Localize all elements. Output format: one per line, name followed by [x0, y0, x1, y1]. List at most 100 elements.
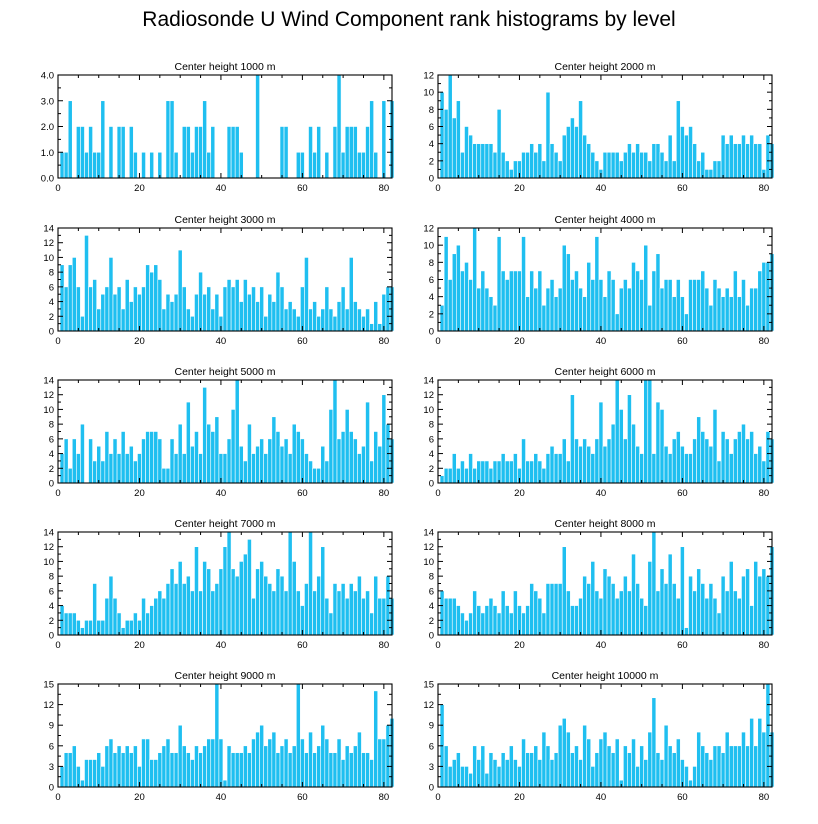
bar: [63, 151, 69, 179]
bar: [104, 431, 110, 484]
bar: [161, 597, 167, 636]
bar: [663, 583, 669, 636]
bar: [537, 270, 543, 332]
bar: [541, 160, 547, 179]
bar: [190, 590, 195, 636]
y-tick-label: 6: [429, 434, 434, 445]
panel-3000m: Center height 3000 m 0 20 40 60 80 0 2 4 6 8 10 12 14: [43, 214, 395, 347]
y-tick-label: 8: [429, 420, 434, 431]
bar: [308, 308, 313, 332]
y-tick-label: 6: [429, 741, 434, 752]
bar: [116, 453, 122, 484]
bar: [194, 293, 199, 332]
bar: [92, 759, 97, 788]
bar: [586, 445, 592, 484]
bar: [733, 438, 738, 484]
bar: [545, 91, 551, 179]
bar: [594, 752, 600, 788]
bar: [631, 553, 636, 636]
bar: [357, 151, 362, 179]
bar: [259, 438, 264, 484]
bar: [120, 627, 126, 636]
bar: [332, 315, 338, 332]
bar: [84, 619, 89, 636]
y-tick-label: 2: [429, 156, 434, 167]
bar: [488, 597, 494, 636]
y-tick-label: 8: [429, 105, 434, 116]
bar: [541, 467, 547, 484]
bar: [745, 745, 750, 788]
bar: [275, 752, 281, 788]
bar: [353, 745, 358, 788]
bar: [460, 766, 465, 788]
bar: [598, 279, 604, 332]
bar: [357, 308, 362, 332]
bar: [480, 612, 486, 636]
bar: [439, 475, 445, 484]
x-tick-label: 60: [677, 640, 688, 651]
bar: [255, 568, 260, 636]
bar: [308, 531, 313, 636]
bar: [344, 597, 350, 636]
bar: [186, 401, 191, 484]
bar: [688, 453, 693, 484]
bar: [533, 453, 539, 484]
bar: [492, 151, 498, 179]
bar: [757, 718, 763, 788]
bar: [243, 460, 248, 484]
bar: [198, 126, 203, 179]
bar: [153, 759, 159, 788]
bar: [464, 766, 469, 788]
bar: [761, 731, 767, 788]
bar: [549, 143, 555, 179]
bar: [651, 531, 657, 636]
bar: [263, 315, 269, 332]
bar: [324, 286, 330, 332]
bar: [635, 143, 640, 179]
bar: [332, 379, 338, 484]
bar: [128, 126, 134, 179]
bar: [251, 286, 256, 332]
bar: [521, 236, 526, 332]
bar: [447, 279, 453, 332]
bar: [316, 575, 322, 636]
x-tick-label: 0: [55, 336, 60, 347]
bar: [496, 109, 502, 179]
bar: [173, 583, 179, 636]
x-tick-label: 60: [677, 183, 688, 194]
bar: [247, 293, 252, 332]
bar: [553, 752, 559, 788]
bar: [468, 612, 473, 636]
y-tick-label: 4: [429, 601, 434, 612]
bar: [696, 416, 702, 484]
bar: [496, 766, 502, 788]
bar: [671, 296, 677, 332]
x-tick-label: 40: [216, 183, 227, 194]
bar: [381, 597, 387, 636]
bar: [348, 583, 354, 636]
bar: [149, 151, 155, 179]
bar: [210, 738, 216, 788]
y-tick-label: 3: [429, 762, 434, 773]
bar: [590, 453, 596, 484]
x-tick-label: 60: [297, 640, 308, 651]
bar: [373, 151, 379, 179]
bar: [112, 293, 118, 332]
bar: [279, 286, 285, 332]
bar: [663, 724, 669, 788]
bar: [381, 100, 387, 179]
bar: [76, 766, 81, 788]
x-tick-label: 0: [435, 792, 440, 803]
bar: [344, 308, 350, 332]
bar: [708, 445, 714, 484]
bar: [92, 583, 97, 636]
bar: [635, 270, 640, 332]
bar: [618, 409, 624, 484]
bar: [704, 438, 710, 484]
bar: [238, 445, 244, 484]
bar: [610, 752, 616, 788]
bar: [88, 759, 93, 788]
bar: [161, 308, 167, 332]
bar: [566, 460, 571, 484]
bar: [190, 759, 195, 788]
